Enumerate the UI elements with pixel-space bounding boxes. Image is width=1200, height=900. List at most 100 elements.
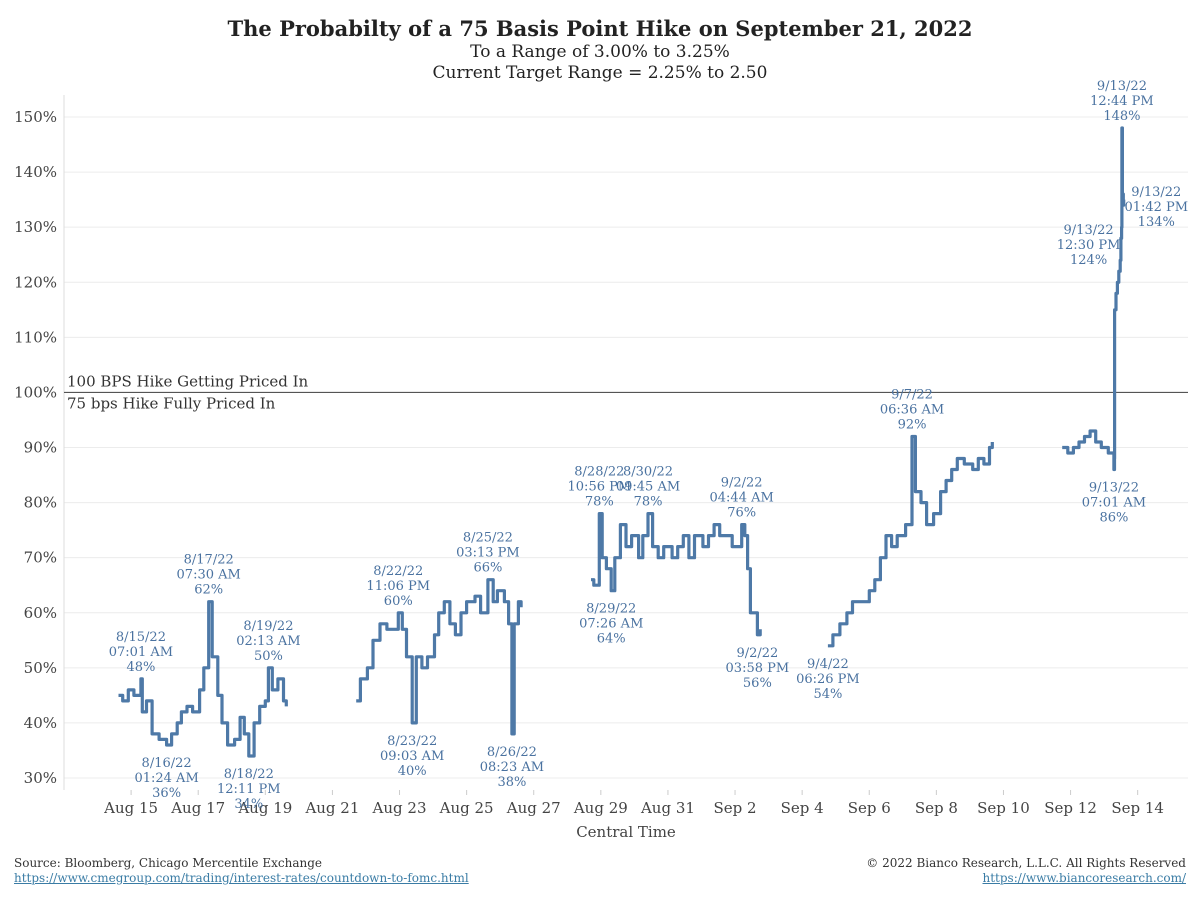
annotation-label: 124%: [1070, 253, 1107, 268]
annotation-label: 38%: [497, 775, 526, 790]
annotation-label: 9/13/22: [1097, 79, 1147, 94]
annotation-label: 54%: [813, 687, 842, 702]
annotation-label: 62%: [194, 583, 223, 598]
y-tick-label: 80%: [24, 494, 57, 512]
annotation-label: 01:24 AM: [134, 771, 198, 786]
chart-title: The Probabilty of a 75 Basis Point Hike …: [227, 16, 973, 41]
x-tick-label: Aug 29: [573, 799, 628, 817]
x-tick-label: Sep 4: [781, 799, 824, 817]
annotation-label: 8/19/22: [243, 619, 293, 634]
annotation-label: 03:13 PM: [456, 546, 520, 561]
annotation-label: 78%: [585, 495, 614, 510]
y-tick-label: 110%: [14, 328, 57, 346]
series-line-segment: [118, 600, 288, 758]
annotation-label: 48%: [126, 660, 155, 675]
x-tick-label: Aug 27: [506, 799, 561, 817]
annotation-label: 40%: [398, 764, 427, 779]
annotation-label: 8/15/22: [116, 630, 166, 645]
series-line-segment: [591, 512, 762, 637]
y-tick-label: 90%: [24, 439, 57, 457]
y-tick-label: 130%: [14, 218, 57, 236]
annotation-label: 07:01 AM: [1082, 496, 1146, 511]
annotation-label: 8/30/22: [623, 465, 673, 480]
copyright-text: © 2022 Bianco Research, L.L.C. All Right…: [866, 856, 1186, 870]
y-tick-label: 70%: [24, 549, 57, 567]
annotation-label: 07:26 AM: [579, 617, 643, 632]
annotation-label: 12:30 PM: [1057, 238, 1121, 253]
y-tick-label: 30%: [24, 769, 57, 787]
x-tick-label: Sep 2: [714, 799, 757, 817]
annotation-label: 07:01 AM: [109, 645, 173, 660]
site-link[interactable]: https://www.biancoresearch.com/: [982, 871, 1186, 885]
annotation-label: 8/28/22: [574, 465, 624, 480]
y-tick-label: 40%: [24, 714, 57, 732]
x-tick-label: Aug 25: [439, 799, 494, 817]
source-link[interactable]: https://www.cmegroup.com/trading/interes…: [14, 871, 469, 885]
x-tick-label: Aug 21: [304, 799, 359, 817]
annotation-label: 34%: [234, 797, 263, 812]
annotation-label: 8/18/22: [224, 767, 274, 782]
annotation-label: 148%: [1103, 109, 1140, 124]
x-tick-label: Sep 10: [977, 799, 1030, 817]
annotation-label: 78%: [634, 495, 663, 510]
annotation-label: 12:44 PM: [1090, 94, 1154, 109]
y-tick-label: 150%: [14, 108, 57, 126]
x-tick-label: Sep 8: [915, 799, 958, 817]
y-tick-label: 120%: [14, 273, 57, 291]
annotation-label: 86%: [1099, 511, 1128, 526]
series-line-segment: [827, 434, 994, 648]
chart-subtitle-current: Current Target Range = 2.25% to 2.50: [432, 63, 768, 83]
x-tick-label: Aug 19: [237, 799, 292, 817]
reference-label-below: 75 bps Hike Fully Priced In: [67, 394, 276, 412]
annotation-label: 9/13/22: [1089, 481, 1139, 496]
series-line-segment: [356, 578, 523, 736]
chart-area: 30% 40% 50% 60% 70% 80% 90% 100% 110% 120% 130% 140…: [14, 79, 1188, 841]
chart-subtitle-range: To a Range of 3.00% to 3.25%: [470, 42, 730, 62]
annotation-label: 8/23/22: [387, 734, 437, 749]
series-line-segment: [1062, 126, 1126, 472]
annotation-label: 134%: [1138, 215, 1175, 230]
annotation-label: 76%: [727, 506, 756, 521]
x-tick-label: Sep 14: [1111, 799, 1164, 817]
annotation-label: 66%: [473, 561, 502, 576]
annotation-label: 9/2/22: [736, 646, 778, 661]
y-tick-label: 60%: [24, 604, 57, 622]
x-tick-label: Sep 12: [1044, 799, 1097, 817]
annotation-label: 56%: [743, 676, 772, 691]
title-block: The Probabilty of a 75 Basis Point Hike …: [0, 16, 1200, 84]
annotation-label: 11:06 PM: [366, 579, 430, 594]
x-tick-label: Aug 23: [372, 799, 427, 817]
x-tick-label: Aug 15: [103, 799, 158, 817]
annotation-label: 8/25/22: [463, 531, 513, 546]
y-tick-label: 100%: [14, 383, 57, 401]
annotation-label: 64%: [597, 632, 626, 647]
annotation-label: 8/16/22: [142, 756, 192, 771]
annotation-label: 36%: [152, 786, 181, 801]
annotation-label: 12:11 PM: [217, 782, 281, 797]
y-tick-label: 140%: [14, 163, 57, 181]
reference-label-above: 100 BPS Hike Getting Priced In: [67, 372, 309, 390]
footer-source: Source: Bloomberg, Chicago Mercentile Ex…: [14, 856, 469, 886]
annotation-label: 03:58 PM: [726, 661, 790, 676]
annotation-label: 04:44 AM: [710, 491, 774, 506]
x-tick-label: Sep 6: [848, 799, 891, 817]
annotation-label: 9/7/22: [891, 387, 933, 402]
annotation-label: 8/17/22: [184, 553, 234, 568]
x-tick-label: Aug 31: [640, 799, 695, 817]
annotation-label: 01:42 PM: [1124, 200, 1188, 215]
annotation-label: 8/29/22: [586, 602, 636, 617]
x-axis-title: Central Time: [576, 823, 676, 841]
footer-copyright: © 2022 Bianco Research, L.L.C. All Right…: [866, 856, 1186, 886]
annotation-label: 10:56 PM: [568, 480, 632, 495]
annotation-label: 8/26/22: [487, 745, 537, 760]
annotation-label: 92%: [898, 417, 927, 432]
annotation-label: 07:30 AM: [177, 568, 241, 583]
annotation-label: 8/22/22: [373, 564, 423, 579]
annotation-label: 9/13/22: [1064, 223, 1114, 238]
annotation-label: 08:23 AM: [480, 760, 544, 775]
source-text: Source: Bloomberg, Chicago Mercentile Ex…: [14, 856, 322, 870]
annotation-label: 9/2/22: [721, 476, 763, 491]
annotation-label: 09:03 AM: [380, 749, 444, 764]
annotation-label: 9/4/22: [807, 657, 849, 672]
annotation-label: 9/13/22: [1131, 185, 1181, 200]
